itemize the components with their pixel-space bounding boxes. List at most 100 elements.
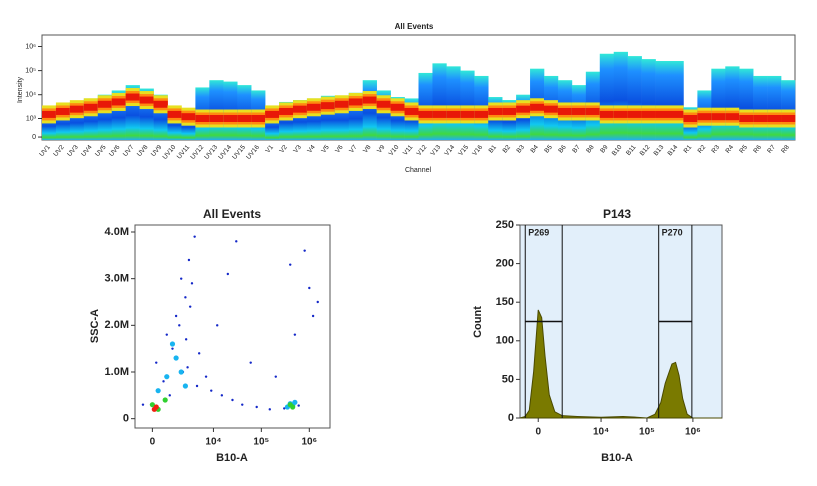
intensity-column <box>460 70 475 140</box>
event-dot <box>283 407 286 410</box>
intensity-column <box>739 68 754 140</box>
median-band <box>599 110 615 118</box>
x-tick-label: B14 <box>667 144 680 158</box>
x-tick-label: V5 <box>320 144 331 155</box>
y-tick-label: 50 <box>502 373 514 385</box>
event-dot <box>293 333 297 336</box>
event-dot <box>164 374 170 380</box>
median-band <box>711 113 726 121</box>
x-tick-label: B6 <box>557 144 568 155</box>
median-band <box>139 96 154 104</box>
intensity-column <box>711 68 726 140</box>
median-band <box>725 113 740 121</box>
intensity-column <box>753 75 768 140</box>
x-tick-label: UV2 <box>52 144 66 158</box>
median-band <box>265 110 280 118</box>
y-tick-label: 150 <box>496 296 514 308</box>
x-tick-label: V4 <box>306 144 317 155</box>
event-dot <box>216 324 219 327</box>
median-band <box>251 114 266 122</box>
chart-title: P143 <box>603 207 631 221</box>
x-tick-label: 10⁵ <box>253 437 269 448</box>
event-dot <box>141 403 145 406</box>
median-band <box>167 110 182 118</box>
median-band <box>767 114 782 122</box>
x-tick-label: UV13 <box>203 144 219 161</box>
x-tick-label: UV7 <box>122 144 136 158</box>
plot-frame <box>134 224 331 429</box>
median-band <box>641 110 656 118</box>
x-tick-label: UV14 <box>217 144 233 161</box>
event-dot <box>311 314 315 318</box>
x-tick-label: B10 <box>611 144 624 158</box>
x-tick-label: B12 <box>639 144 652 158</box>
x-tick-label: UV5 <box>94 144 108 158</box>
x-tick-label: UV6 <box>108 144 122 158</box>
y-tick-label: 100 <box>496 335 514 347</box>
x-tick-label: UV12 <box>189 144 205 161</box>
median-band <box>97 100 113 108</box>
median-band <box>209 114 224 122</box>
y-tick-label: 10³ <box>26 115 37 122</box>
x-tick-label: V16 <box>471 144 484 158</box>
median-band <box>348 98 364 106</box>
histogram-area <box>519 309 722 419</box>
intensity-column <box>599 53 615 140</box>
median-band <box>697 113 712 121</box>
event-dot <box>168 394 171 397</box>
y-tick-label: 0 <box>123 413 129 425</box>
median-band <box>739 114 754 122</box>
event-dot <box>188 305 192 308</box>
event-dot <box>171 347 174 350</box>
event-dot <box>186 366 189 369</box>
median-band <box>83 103 99 111</box>
median-band <box>320 102 336 110</box>
x-tick-label: V11 <box>402 144 415 157</box>
median-band <box>153 100 168 108</box>
event-dot <box>204 375 208 378</box>
median-band <box>418 110 433 118</box>
x-tick-label: 10⁴ <box>205 437 221 448</box>
median-band <box>55 107 71 115</box>
median-band <box>557 107 573 115</box>
x-axis-label: B10-A <box>601 452 633 464</box>
x-tick-label: B11 <box>625 144 638 157</box>
event-dot <box>303 249 306 252</box>
x-tick-label: V13 <box>429 144 442 158</box>
x-tick-label: V12 <box>416 144 429 158</box>
median-band <box>460 110 475 118</box>
event-dot <box>193 235 196 238</box>
median-band <box>334 100 350 108</box>
median-band <box>571 107 587 115</box>
median-band <box>376 100 391 108</box>
median-band <box>432 110 447 118</box>
event-dot <box>226 272 230 276</box>
event-dot <box>241 403 244 406</box>
x-tick-label: 0 <box>150 437 156 448</box>
x-tick-label: UV3 <box>66 144 80 158</box>
median-band <box>404 107 419 115</box>
event-dot <box>297 404 300 407</box>
x-tick-label: V7 <box>348 144 359 155</box>
median-band <box>237 114 252 122</box>
event-dot <box>187 258 191 262</box>
median-band <box>530 103 545 111</box>
x-tick-label: B7 <box>571 144 582 155</box>
event-dot <box>197 352 201 355</box>
event-dot <box>231 398 234 402</box>
median-band <box>111 98 126 106</box>
median-band <box>293 105 308 113</box>
x-tick-label: UV11 <box>176 144 192 161</box>
x-tick-label: UV4 <box>80 144 94 158</box>
median-band <box>502 107 517 115</box>
x-tick-label: R1 <box>683 144 694 155</box>
event-dot <box>308 286 311 290</box>
x-tick-label: 10⁴ <box>593 427 609 438</box>
x-tick-label: UV8 <box>136 144 150 158</box>
x-tick-label: R5 <box>738 144 749 155</box>
event-dot <box>155 361 158 364</box>
event-dot <box>155 388 161 394</box>
y-axis-label: Intensity <box>17 76 24 103</box>
x-tick-label: V3 <box>292 144 303 155</box>
